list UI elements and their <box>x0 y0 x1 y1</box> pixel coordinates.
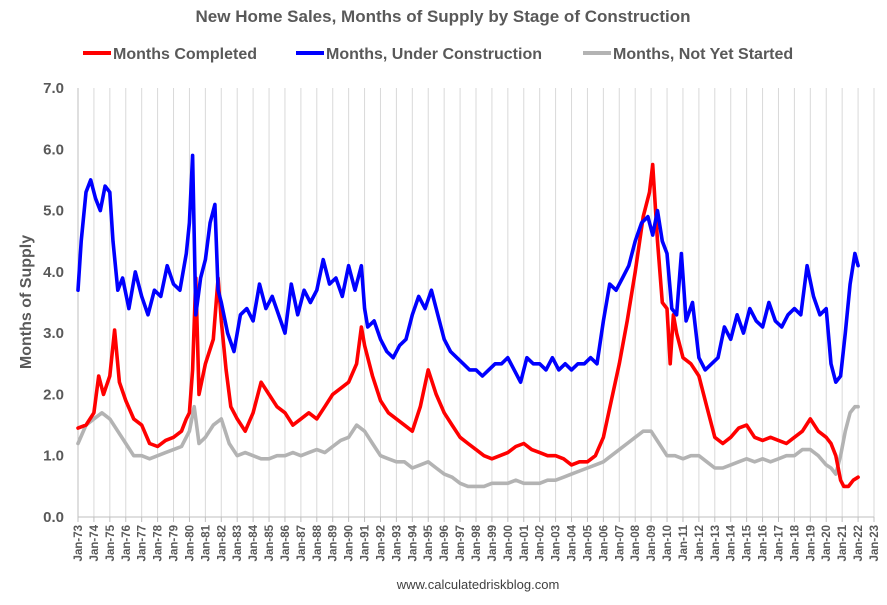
x-tick-label: Jan-80 <box>184 525 196 561</box>
y-axis-label: Months of Supply <box>18 235 35 369</box>
x-tick-label: Jan-78 <box>153 524 165 561</box>
y-tick-label: 5.0 <box>43 203 64 220</box>
x-tick-label: Jan-00 <box>503 525 515 561</box>
x-tick-label: Jan-90 <box>344 525 356 561</box>
chart-title: New Home Sales, Months of Supply by Stag… <box>196 7 691 26</box>
series-line-2 <box>76 404 860 489</box>
x-tick-label: Jan-95 <box>423 524 435 561</box>
x-tick-label: Jan-13 <box>710 525 722 561</box>
legend-label: Months Completed <box>113 46 257 63</box>
x-tick-label: Jan-73 <box>73 525 85 561</box>
y-axis-ticks: 0.0 1.0 2.0 3.0 4.0 5.0 6.0 7.0 <box>43 80 64 526</box>
x-tick-label: Jan-74 <box>89 524 101 561</box>
x-tick-label: Jan-89 <box>328 525 340 561</box>
y-tick-label: 0.0 <box>43 509 64 526</box>
x-tick-label: Jan-76 <box>121 525 133 561</box>
x-tick-label: Jan-85 <box>264 524 276 561</box>
x-tick-label: Jan-87 <box>296 525 308 561</box>
x-tick-label: Jan-93 <box>391 525 403 561</box>
y-tick-label: 3.0 <box>43 325 64 342</box>
x-tick-label: Jan-16 <box>758 525 770 561</box>
series-lines <box>76 153 860 489</box>
x-tick-label: Jan-09 <box>646 525 658 561</box>
x-tick-label: Jan-97 <box>455 525 467 561</box>
y-tick-label: 7.0 <box>43 80 64 97</box>
x-tick-label: Jan-12 <box>694 525 706 561</box>
legend-label: Months, Not Yet Started <box>613 46 793 63</box>
x-tick-label: Jan-04 <box>567 524 579 561</box>
x-tick-label: Jan-03 <box>551 525 563 561</box>
x-tick-label: Jan-14 <box>726 524 738 561</box>
x-tick-label: Jan-82 <box>216 525 228 561</box>
x-tick-label: Jan-10 <box>662 525 674 561</box>
x-tick-label: Jan-21 <box>837 524 849 561</box>
legend: Months Completed Months, Under Constructi… <box>83 46 793 63</box>
x-tick-label: Jan-20 <box>821 525 833 561</box>
x-tick-label: Jan-19 <box>805 525 817 561</box>
x-tick-label: Jan-83 <box>232 525 244 561</box>
x-tick-label: Jan-11 <box>678 524 690 560</box>
series-line-1 <box>76 153 860 385</box>
x-tick-label: Jan-23 <box>869 525 881 561</box>
x-tick-label: Jan-17 <box>773 525 785 561</box>
y-tick-label: 2.0 <box>43 386 64 403</box>
x-tick-label: Jan-75 <box>105 524 117 561</box>
x-tick-label: Jan-92 <box>375 525 387 561</box>
y-tick-label: 1.0 <box>43 448 64 465</box>
legend-label: Months, Under Construction <box>326 46 542 63</box>
x-tick-label: Jan-96 <box>439 525 451 561</box>
x-tick-label: Jan-94 <box>407 524 419 561</box>
x-axis-ticks: Jan-73 Jan-74 Jan-75 Jan-76 Jan-77 Jan-78 Jan-… <box>73 517 881 561</box>
x-tick-label: Jan-81 <box>200 524 212 561</box>
x-tick-label: Jan-02 <box>535 525 547 561</box>
x-tick-label: Jan-15 <box>742 524 754 561</box>
footer-source: www.calculatedriskblog.com <box>396 577 560 592</box>
x-tick-label: Jan-07 <box>614 525 626 561</box>
x-tick-label: Jan-22 <box>853 525 865 561</box>
x-tick-label: Jan-98 <box>471 524 483 561</box>
x-tick-label: Jan-01 <box>519 524 531 561</box>
x-tick-label: Jan-79 <box>169 525 181 561</box>
y-tick-label: 4.0 <box>43 264 64 281</box>
x-tick-label: Jan-18 <box>789 524 801 561</box>
x-tick-label: Jan-06 <box>598 525 610 561</box>
x-tick-label: Jan-08 <box>630 524 642 561</box>
x-tick-label: Jan-86 <box>280 525 292 561</box>
x-tick-label: Jan-84 <box>248 524 260 561</box>
x-tick-label: Jan-77 <box>137 525 149 561</box>
x-tick-label: Jan-05 <box>582 524 594 561</box>
x-tick-label: Jan-91 <box>360 524 372 561</box>
x-tick-label: Jan-88 <box>312 524 324 561</box>
y-tick-label: 6.0 <box>43 141 64 158</box>
x-tick-label: Jan-99 <box>487 525 499 561</box>
